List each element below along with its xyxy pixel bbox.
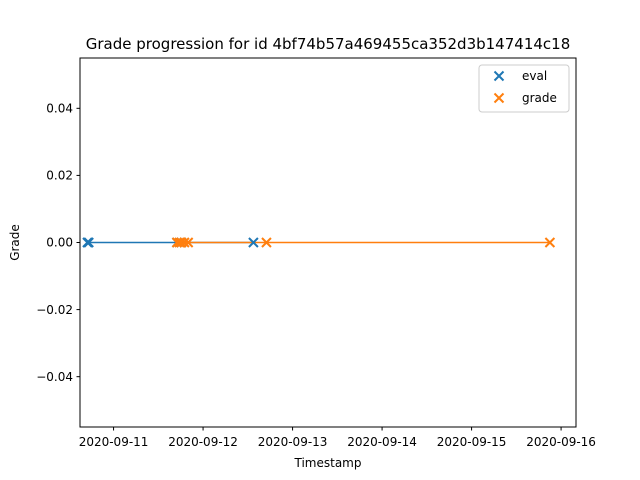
data-point-grade-4	[182, 237, 194, 248]
x-tick-label-0: 2020-09-11	[79, 435, 149, 449]
y-tick-label-4: −0.04	[36, 370, 73, 384]
data-point-grade-5	[261, 237, 272, 248]
legend-marker-eval	[493, 70, 505, 82]
data-point-eval-4	[248, 237, 259, 248]
y-axis-label: Grade	[8, 224, 22, 261]
chart-title: Grade progression for id 4bf74b57a469455…	[86, 35, 570, 53]
x-tick-label-5: 2020-09-16	[526, 435, 596, 449]
data-point-grade-6	[544, 237, 556, 248]
x-axis-label: Timestamp	[294, 456, 362, 470]
x-tick-label-1: 2020-09-12	[168, 435, 238, 449]
series-layer	[82, 237, 556, 248]
data-point-grade-3	[179, 237, 190, 248]
legend-label-eval: eval	[522, 69, 547, 83]
y-axis-ticks: 0.04 0.02 0.00 −0.02 −0.04	[36, 102, 80, 384]
y-tick-label-2: 0.00	[46, 236, 73, 250]
y-tick-label-0: 0.04	[46, 102, 73, 116]
data-point-eval-1	[83, 237, 94, 248]
y-tick-label-1: 0.02	[46, 169, 73, 183]
x-tick-label-2: 2020-09-13	[258, 435, 328, 449]
x-axis-ticks: 2020-09-11 2020-09-12 2020-09-13 2020-09-14…	[79, 427, 596, 449]
legend-marker-grade	[493, 92, 505, 104]
y-tick-label-3: −0.02	[36, 303, 73, 317]
data-point-grade-0	[171, 237, 183, 248]
legend-label-grade: grade	[522, 91, 557, 105]
x-tick-label-4: 2020-09-15	[437, 435, 507, 449]
x-tick-label-3: 2020-09-14	[347, 435, 417, 449]
legend: eval grade	[478, 64, 570, 113]
